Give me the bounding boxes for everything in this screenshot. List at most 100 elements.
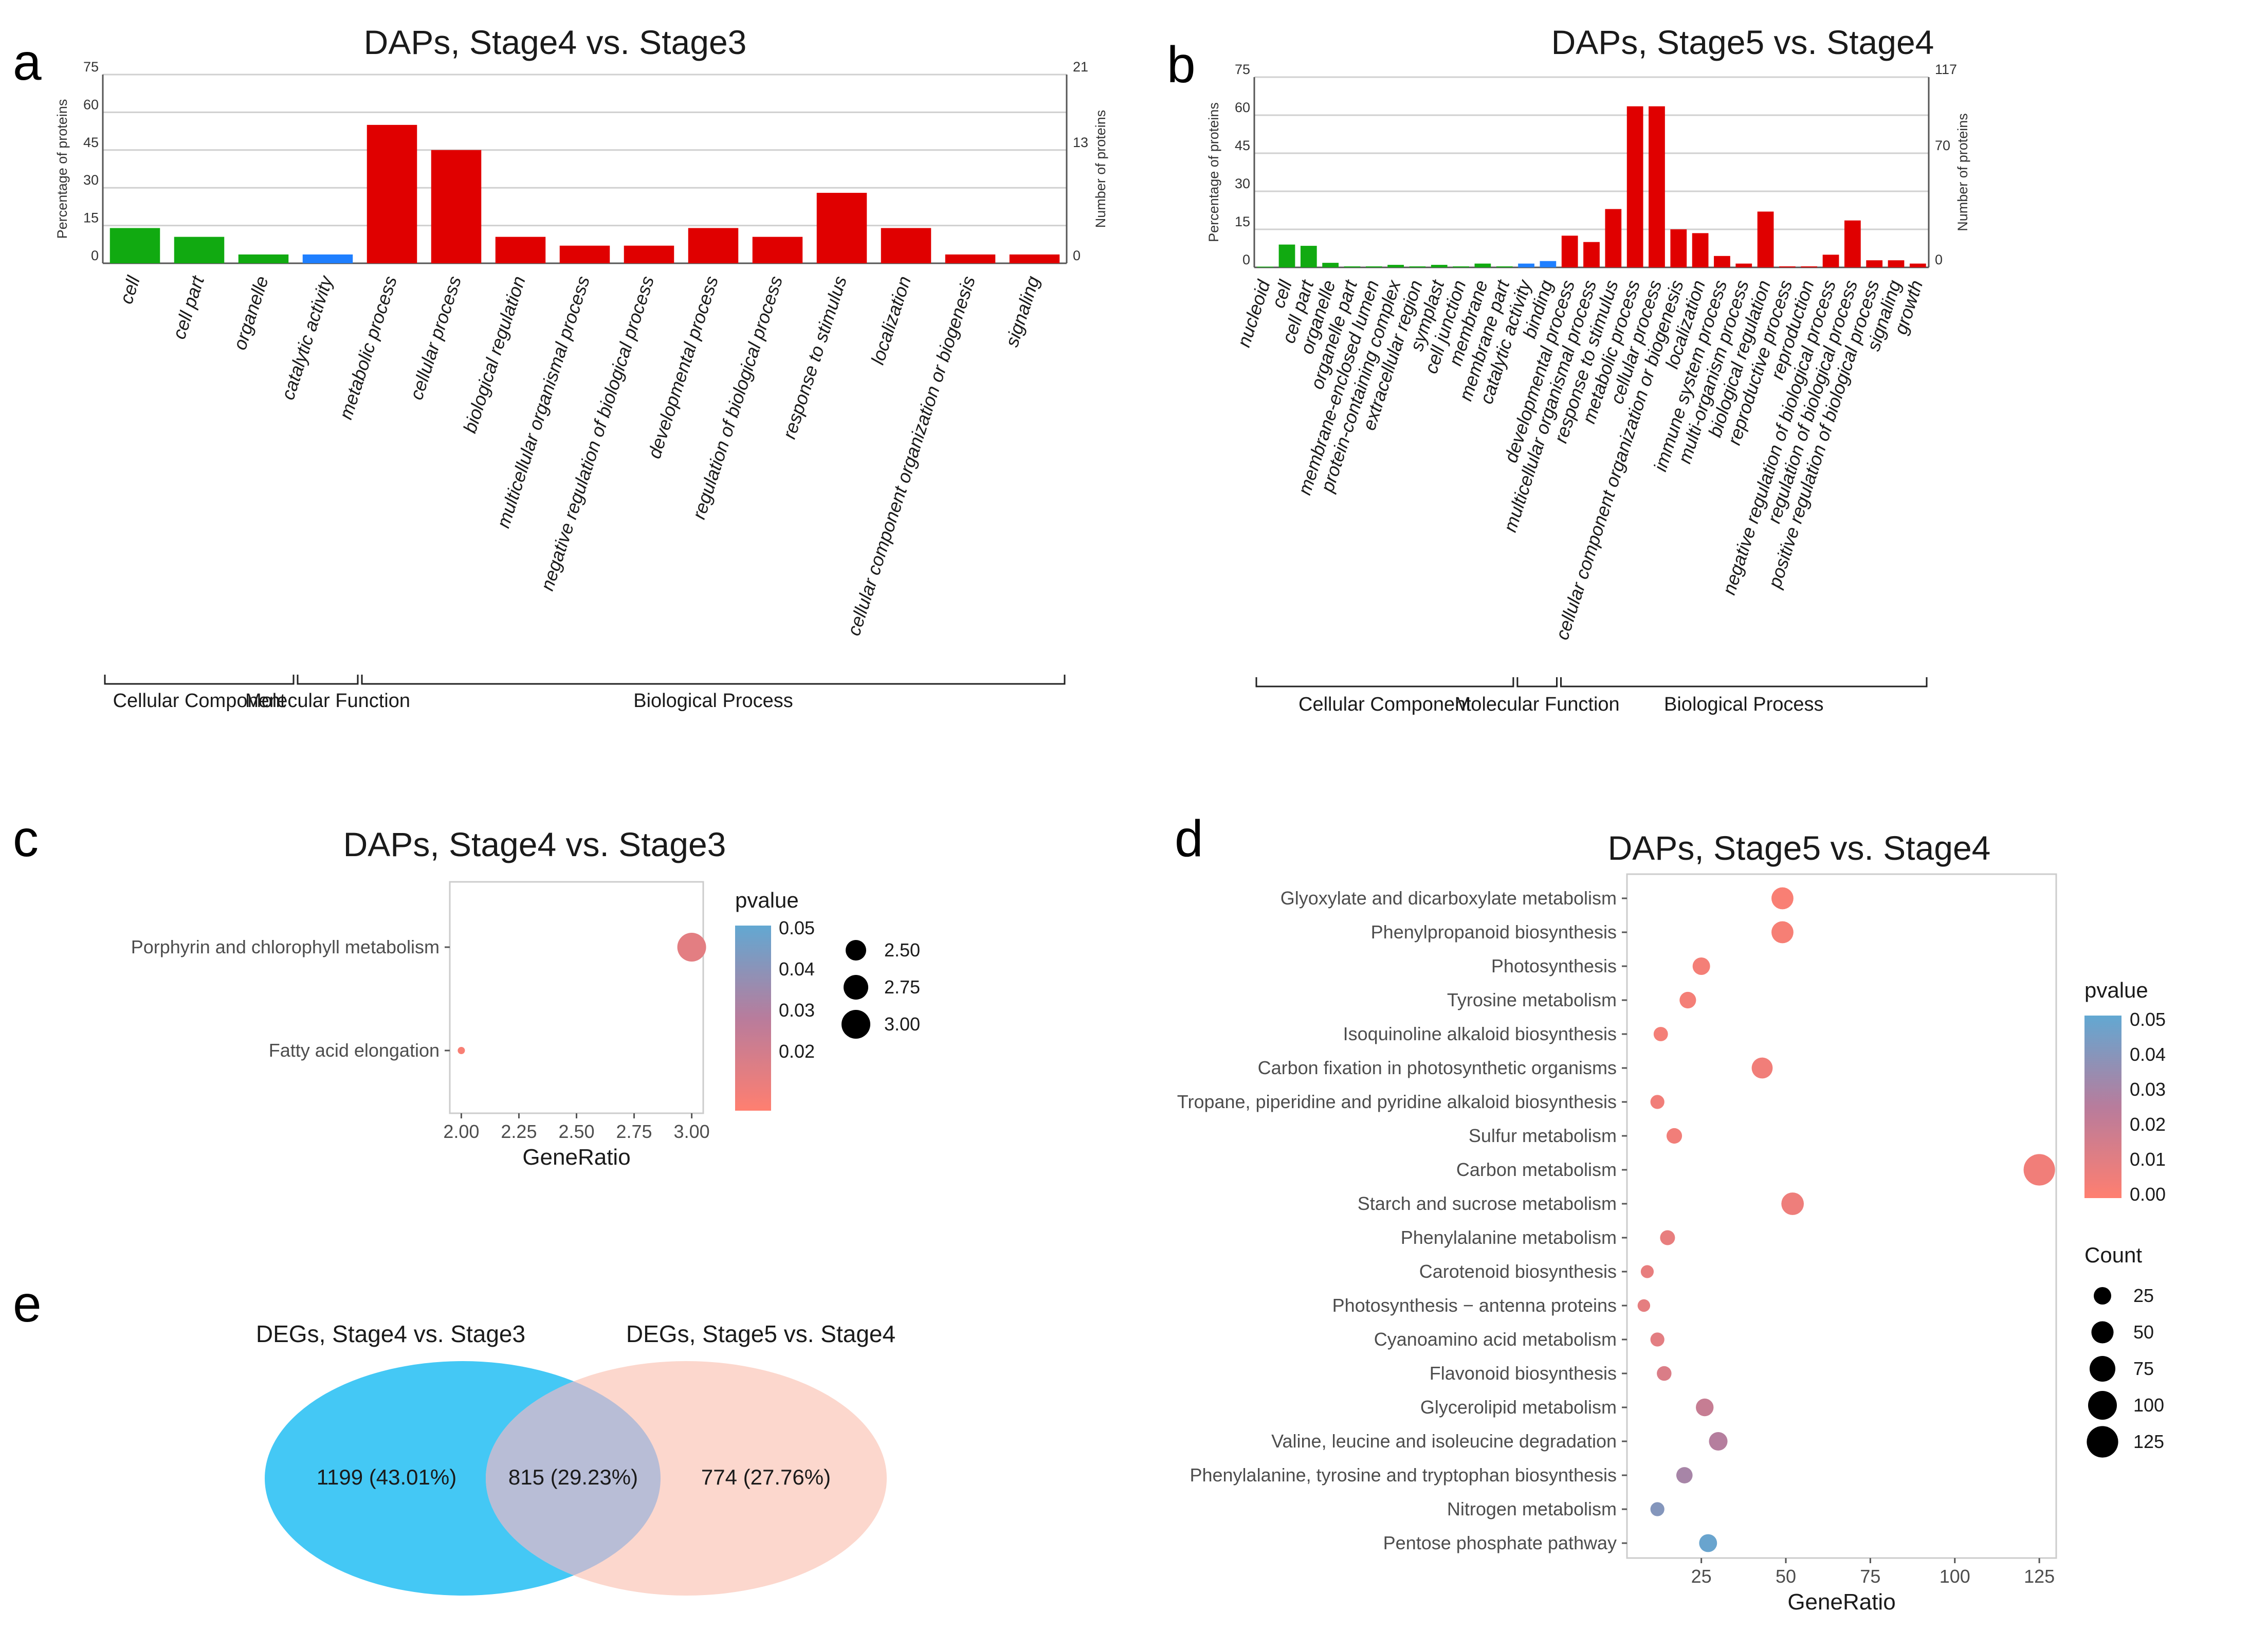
- bar: [1649, 106, 1665, 267]
- dot: [1650, 1095, 1665, 1109]
- x-axis-title: GeneRatio: [1787, 1589, 1895, 1615]
- venn-overlap-count: 815 (29.23%): [508, 1465, 638, 1489]
- bar: [1518, 263, 1534, 267]
- y-tick-label-left: 75: [1235, 62, 1250, 77]
- bar: [367, 124, 417, 263]
- x-tick-label: 2.75: [616, 1121, 652, 1142]
- y-tick-label: Carbon fixation in photosynthetic organi…: [1258, 1057, 1617, 1078]
- y-tick-label: Isoquinoline alkaloid biosynthesis: [1343, 1023, 1617, 1044]
- bar: [174, 237, 225, 263]
- group-label: Biological Process: [1664, 694, 1823, 715]
- color-legend-label: 0.05: [2130, 1009, 2166, 1030]
- bar: [1605, 209, 1622, 267]
- dot: [1640, 1265, 1654, 1278]
- bar: [1714, 256, 1730, 267]
- venn-right-title: DEGs, Stage5 vs. Stage4: [626, 1320, 895, 1347]
- group-label: Cellular Component: [113, 690, 286, 712]
- y-tick-label: Photosynthesis: [1491, 955, 1617, 976]
- y-tick-label: Phenylpropanoid biosynthesis: [1371, 921, 1617, 943]
- y-tick-label-left: 0: [1242, 252, 1250, 267]
- group-bracket: [297, 675, 359, 685]
- panel-letter-b: b: [1167, 36, 1196, 94]
- x-tick-label: cell: [115, 273, 144, 306]
- x-tick-label: catalytic activity: [277, 273, 337, 402]
- bar: [1583, 242, 1600, 267]
- x-axis-title: GeneRatio: [522, 1145, 630, 1170]
- size-legend-dot: [2094, 1287, 2111, 1305]
- x-tick-label: developmental process: [644, 274, 722, 461]
- group-bracket: [1255, 677, 1514, 687]
- bar: [1670, 229, 1687, 267]
- dot: [1666, 1128, 1682, 1144]
- y-tick-label-right: 70: [1935, 138, 1950, 153]
- bar: [495, 237, 546, 263]
- y-tick-label-right: 21: [1073, 59, 1088, 75]
- y-tick-label: Cyanoamino acid metabolism: [1374, 1329, 1617, 1350]
- group-bracket: [361, 675, 1066, 685]
- y-tick-label: Phenylalanine metabolism: [1401, 1227, 1617, 1248]
- chart-c-title: DAPs, Stage4 vs. Stage3: [343, 825, 726, 863]
- y-axis-title-right: Number of proteins: [1093, 110, 1108, 228]
- bar: [1844, 220, 1861, 267]
- bar: [1757, 211, 1774, 267]
- bar: [945, 254, 996, 263]
- dot: [1709, 1432, 1728, 1451]
- dot: [1699, 1534, 1717, 1552]
- color-bar: [2084, 1016, 2121, 1198]
- dot: [1676, 1467, 1693, 1483]
- x-tick-label: localization: [867, 274, 915, 367]
- dot: [1653, 1027, 1668, 1041]
- size-legend-title: Count: [2084, 1243, 2142, 1267]
- x-tick-label: negative regulation of biological proces…: [536, 274, 658, 593]
- bar: [1888, 260, 1905, 267]
- x-tick-label: signaling: [1001, 274, 1044, 350]
- size-legend-label: 3.00: [884, 1013, 920, 1035]
- y-tick-label: Porphyrin and chlorophyll metabolism: [131, 936, 440, 957]
- bar: [1909, 263, 1926, 267]
- bar: [881, 228, 931, 263]
- y-tick-label-left: 45: [1235, 138, 1250, 153]
- color-legend-title: pvalue: [735, 888, 799, 912]
- x-tick-label: cellular process: [406, 274, 465, 403]
- color-legend-label: 0.03: [2130, 1079, 2166, 1100]
- color-bar: [735, 926, 771, 1111]
- y-tick-label: Tropane, piperidine and pyridine alkaloi…: [1177, 1091, 1617, 1112]
- bar: [1692, 233, 1709, 267]
- x-tick-label: cellular component organization or bioge…: [843, 274, 979, 638]
- group-bracket: [1560, 677, 1928, 687]
- x-tick-label: 125: [2024, 1566, 2055, 1587]
- color-legend-label: 0.02: [779, 1041, 815, 1062]
- panel-letter-d: d: [1175, 810, 1203, 867]
- dot: [1771, 887, 1794, 910]
- bar: [1278, 244, 1295, 267]
- x-tick-label: 25: [1691, 1566, 1712, 1587]
- bar: [238, 254, 289, 263]
- size-legend-dot: [2088, 1391, 2117, 1420]
- chart-b-title: DAPs, Stage5 vs. Stage4: [1551, 23, 1934, 61]
- y-tick-label-left: 30: [83, 172, 99, 188]
- size-legend-dot: [844, 975, 868, 1000]
- bar: [624, 245, 674, 263]
- bar: [1779, 266, 1796, 267]
- group-label: Cellular Component: [1298, 694, 1471, 715]
- group-label: Biological Process: [633, 690, 793, 712]
- venn-diagram: DEGs, Stage4 vs. Stage3 DEGs, Stage5 vs.…: [256, 1320, 895, 1596]
- color-legend-label: 0.01: [2130, 1149, 2166, 1170]
- bar: [1453, 266, 1469, 267]
- y-tick-label-right: 117: [1935, 62, 1957, 77]
- dot: [1650, 1332, 1665, 1347]
- bar: [1496, 266, 1513, 267]
- bar: [1431, 265, 1448, 267]
- bar: [1626, 106, 1643, 267]
- y-tick-label-left: 0: [91, 248, 99, 263]
- y-tick-label-left: 60: [83, 97, 99, 112]
- size-legend-label: 2.50: [884, 939, 920, 961]
- bar: [431, 150, 482, 263]
- chart-a: 75 60 45 30 15 0 21 13 0 Percentage of proteins Nu…: [54, 59, 1108, 712]
- bar: [816, 192, 867, 263]
- bar: [1322, 263, 1339, 267]
- dot: [1650, 1502, 1665, 1516]
- bar: [1822, 255, 1839, 267]
- group-bracket: [104, 675, 295, 685]
- bar: [109, 228, 160, 263]
